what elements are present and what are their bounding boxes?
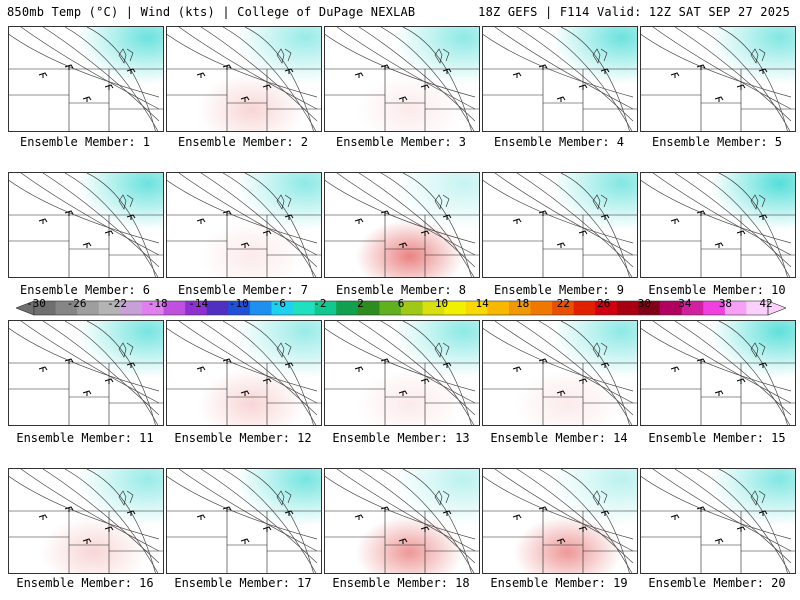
colorbar-tick-label: -6 <box>272 297 286 310</box>
ensemble-member-label: Ensemble Member: 19 <box>490 576 628 590</box>
colorbar-segment <box>120 301 143 315</box>
run-valid-time: 18Z GEFS | F114 Valid: 12Z SAT SEP 27 20… <box>478 5 790 19</box>
ensemble-member-label: Ensemble Member: 17 <box>174 576 312 590</box>
ensemble-member-label: Ensemble Member: 1 <box>19 135 151 149</box>
colorbar-segment <box>98 301 121 315</box>
ensemble-map-panel <box>640 26 796 132</box>
ensemble-map-panel <box>482 26 638 132</box>
colorbar-segment <box>55 301 78 315</box>
colorbar-segment <box>530 301 553 315</box>
colorbar-tick-label: -2 <box>313 297 327 310</box>
colorbar-tick-label: -14 <box>188 297 209 310</box>
ensemble-member-label: Ensemble Member: 3 <box>335 135 467 149</box>
ensemble-map-panel <box>166 26 322 132</box>
colorbar-segment <box>508 301 531 315</box>
ensemble-member-label: Ensemble Member: 4 <box>493 135 625 149</box>
colorbar-segment <box>141 301 164 315</box>
ensemble-member-label: Ensemble Member: 8 <box>335 283 467 297</box>
colorbar-segment <box>271 301 294 315</box>
colorbar-segment <box>249 301 272 315</box>
ensemble-member-label: Ensemble Member: 20 <box>648 576 786 590</box>
colorbar-segment <box>487 301 510 315</box>
colorbar-segment <box>724 301 747 315</box>
colorbar-tick-label: 42 <box>759 297 773 310</box>
colorbar-tick-label: 34 <box>678 297 692 310</box>
colorbar-tick-label: 14 <box>475 297 489 310</box>
colorbar-tick-label: 18 <box>516 297 530 310</box>
colorbar-segment <box>746 301 769 315</box>
colorbar-segment <box>703 301 726 315</box>
colorbar-segment <box>595 301 618 315</box>
ensemble-member-label: Ensemble Member: 7 <box>177 283 309 297</box>
colorbar-tick-label: -22 <box>107 297 128 310</box>
colorbar-segment <box>228 301 251 315</box>
ensemble-map-panel <box>482 468 638 574</box>
ensemble-map-panel <box>8 468 164 574</box>
colorbar-tick-label: 30 <box>637 297 651 310</box>
ensemble-map-panel <box>482 172 638 278</box>
colorbar-segment <box>206 301 229 315</box>
ensemble-member-label: Ensemble Member: 14 <box>490 431 628 445</box>
colorbar-segment <box>34 301 56 315</box>
colorbar-tick-label: -18 <box>147 297 168 310</box>
ensemble-map-panel <box>640 320 796 426</box>
colorbar-segment <box>465 301 488 315</box>
ensemble-map-panel <box>640 172 796 278</box>
colorbar-tick-label: 38 <box>718 297 733 310</box>
ensemble-member-label: Ensemble Member: 13 <box>332 431 470 445</box>
colorbar-tick-label: -30 <box>26 297 46 310</box>
ensemble-member-label: Ensemble Member: 16 <box>16 576 154 590</box>
ensemble-map-panel <box>482 320 638 426</box>
colorbar-segment <box>638 301 661 315</box>
ensemble-member-label: Ensemble Member: 12 <box>174 431 312 445</box>
ensemble-map-panel <box>324 26 480 132</box>
chart-title: 850mb Temp (°C) | Wind (kts) | College o… <box>7 5 416 19</box>
ensemble-map-panel <box>324 468 480 574</box>
colorbar-segment <box>444 301 467 315</box>
colorbar-segment <box>293 301 316 315</box>
ensemble-map-panel <box>324 172 480 278</box>
colorbar-tick-label: 10 <box>434 297 449 310</box>
colorbar-segment <box>422 301 445 315</box>
colorbar-tick-label: 2 <box>357 297 364 310</box>
colorbar-segment <box>401 301 423 315</box>
colorbar-tick-label: 22 <box>556 297 570 310</box>
colorbar-segment <box>681 301 704 315</box>
colorbar-segment <box>163 301 186 315</box>
ensemble-map-panel <box>8 320 164 426</box>
ensemble-map-panel <box>324 320 480 426</box>
colorbar-segment <box>314 301 337 315</box>
ensemble-map-panel <box>166 320 322 426</box>
ensemble-member-label: Ensemble Member: 18 <box>332 576 470 590</box>
colorbar-tick-label: 26 <box>597 297 611 310</box>
colorbar-segment <box>573 301 596 315</box>
ensemble-map-panel <box>640 468 796 574</box>
ensemble-member-label: Ensemble Member: 9 <box>493 283 625 297</box>
colorbar-tick-label: 6 <box>397 297 405 310</box>
colorbar-segment <box>185 301 208 315</box>
colorbar-segment <box>660 301 683 315</box>
ensemble-map-panel <box>166 172 322 278</box>
ensemble-map-panel <box>166 468 322 574</box>
ensemble-member-label: Ensemble Member: 5 <box>651 135 783 149</box>
ensemble-member-label: Ensemble Member: 10 <box>648 283 786 297</box>
colorbar-segment <box>357 301 380 315</box>
colorbar-segment <box>379 301 402 315</box>
ensemble-member-label: Ensemble Member: 2 <box>177 135 309 149</box>
ensemble-member-label: Ensemble Member: 6 <box>19 283 151 297</box>
ensemble-member-label: Ensemble Member: 15 <box>648 431 786 445</box>
colorbar-segment <box>616 301 639 315</box>
colorbar-tick-label: -10 <box>228 297 249 310</box>
colorbar-segment <box>552 301 575 315</box>
temperature-colorbar <box>16 300 786 316</box>
ensemble-map-panel <box>8 172 164 278</box>
ensemble-member-label: Ensemble Member: 11 <box>16 431 154 445</box>
colorbar-segment <box>336 301 359 315</box>
ensemble-map-panel <box>8 26 164 132</box>
colorbar-segment <box>77 301 100 315</box>
colorbar-tick-label: -26 <box>66 297 87 310</box>
